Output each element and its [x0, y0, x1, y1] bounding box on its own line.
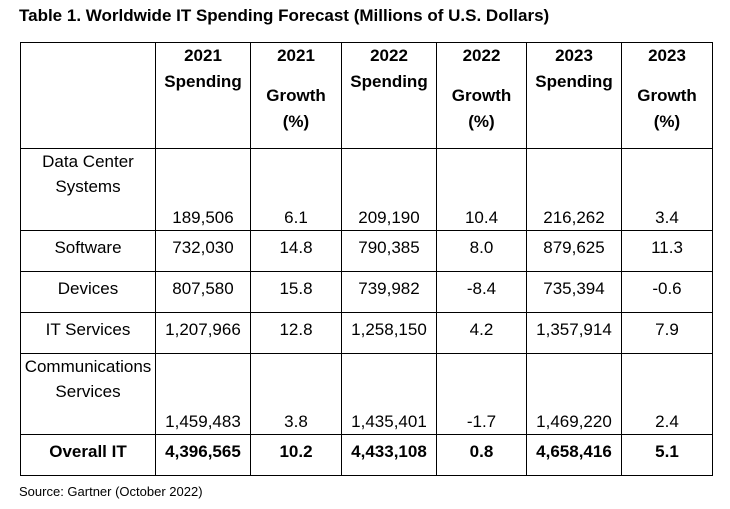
- table-cell: 10.4: [436, 148, 527, 231]
- table-cell: 216,262: [526, 148, 622, 231]
- table-cell: 12.8: [250, 312, 342, 354]
- table-row: Devices 807,580 15.8 739,982 -8.4 735,39…: [20, 271, 713, 313]
- table-row: Communications Services 1,459,483 3.8 1,…: [20, 353, 713, 435]
- header-label: Growth: [451, 86, 512, 105]
- spending-table: 2021 Spending 2021 Growth (%) 2022 Spend…: [20, 42, 713, 476]
- table-cell: 1,469,220: [526, 353, 622, 435]
- header-year: 2023: [648, 46, 686, 65]
- header-2022-growth: 2022 Growth (%): [436, 42, 527, 149]
- table-cell: 4.2: [436, 312, 527, 354]
- header-2021-growth: 2021 Growth (%): [250, 42, 342, 149]
- header-unit: (%): [468, 112, 495, 131]
- header-label: Spending: [535, 72, 613, 91]
- table-cell: 8.0: [436, 230, 527, 272]
- header-2023-growth: 2023 Growth (%): [621, 42, 713, 149]
- total-cell: 5.1: [621, 434, 713, 476]
- table-cell: 6.1: [250, 148, 342, 231]
- table-cell: 807,580: [155, 271, 251, 313]
- header-unit: (%): [282, 112, 310, 131]
- table-cell: 11.3: [621, 230, 713, 272]
- table-cell: 739,982: [341, 271, 437, 313]
- total-label: Overall IT: [20, 434, 156, 476]
- row-label: Software: [20, 230, 156, 272]
- header-year: 2021: [184, 46, 222, 65]
- table-row: Software 732,030 14.8 790,385 8.0 879,62…: [20, 230, 713, 272]
- total-cell: 4,433,108: [341, 434, 437, 476]
- total-row: Overall IT 4,396,565 10.2 4,433,108 0.8 …: [20, 434, 713, 476]
- table-title: Table 1. Worldwide IT Spending Forecast …: [19, 6, 550, 25]
- header-year: 2022: [370, 46, 408, 65]
- table-cell: 3.4: [621, 148, 713, 231]
- table-cell: 735,394: [526, 271, 622, 313]
- total-cell: 10.2: [250, 434, 342, 476]
- table-cell: 189,506: [155, 148, 251, 231]
- table-cell: -0.6: [621, 271, 713, 313]
- header-unit: (%): [653, 112, 681, 131]
- header-label: Growth: [266, 86, 326, 105]
- row-label: Data Center Systems: [20, 148, 156, 231]
- header-2021-spending: 2021 Spending: [155, 42, 251, 149]
- row-label-line: Communications: [24, 357, 152, 376]
- row-label-line: Data Center: [42, 152, 134, 171]
- table-cell: -1.7: [436, 353, 527, 435]
- row-label-line: Systems: [55, 177, 121, 196]
- table-cell: 15.8: [250, 271, 342, 313]
- table-cell: 14.8: [250, 230, 342, 272]
- table-cell: 7.9: [621, 312, 713, 354]
- header-row: 2021 Spending 2021 Growth (%) 2022 Spend…: [20, 42, 713, 149]
- table-cell: 732,030: [155, 230, 251, 272]
- table-cell: 1,357,914: [526, 312, 622, 354]
- table-cell: 790,385: [341, 230, 437, 272]
- header-year: 2023: [555, 46, 593, 65]
- row-label-line: Services: [55, 382, 121, 401]
- header-2022-spending: 2022 Spending: [341, 42, 437, 149]
- source-note: Source: Gartner (October 2022): [19, 484, 203, 499]
- table-cell: -8.4: [436, 271, 527, 313]
- table-cell: 1,459,483: [155, 353, 251, 435]
- header-year: 2022: [462, 46, 501, 65]
- header-label: Spending: [164, 72, 242, 91]
- table-cell: 3.8: [250, 353, 342, 435]
- row-label: Devices: [20, 271, 156, 313]
- total-cell: 0.8: [436, 434, 527, 476]
- header-label: Spending: [350, 72, 428, 91]
- total-cell: 4,658,416: [526, 434, 622, 476]
- row-label: IT Services: [20, 312, 156, 354]
- table-cell: 209,190: [341, 148, 437, 231]
- header-2023-spending: 2023 Spending: [526, 42, 622, 149]
- header-label: Growth: [637, 86, 697, 105]
- row-label: Communications Services: [20, 353, 156, 435]
- table-row: Data Center Systems 189,506 6.1 209,190 …: [20, 148, 713, 231]
- table-cell: 1,435,401: [341, 353, 437, 435]
- table-cell: 1,207,966: [155, 312, 251, 354]
- header-corner: [20, 42, 156, 149]
- table-cell: 1,258,150: [341, 312, 437, 354]
- table-row: IT Services 1,207,966 12.8 1,258,150 4.2…: [20, 312, 713, 354]
- table-cell: 879,625: [526, 230, 622, 272]
- table-cell: 2.4: [621, 353, 713, 435]
- total-cell: 4,396,565: [155, 434, 251, 476]
- header-year: 2021: [277, 46, 315, 65]
